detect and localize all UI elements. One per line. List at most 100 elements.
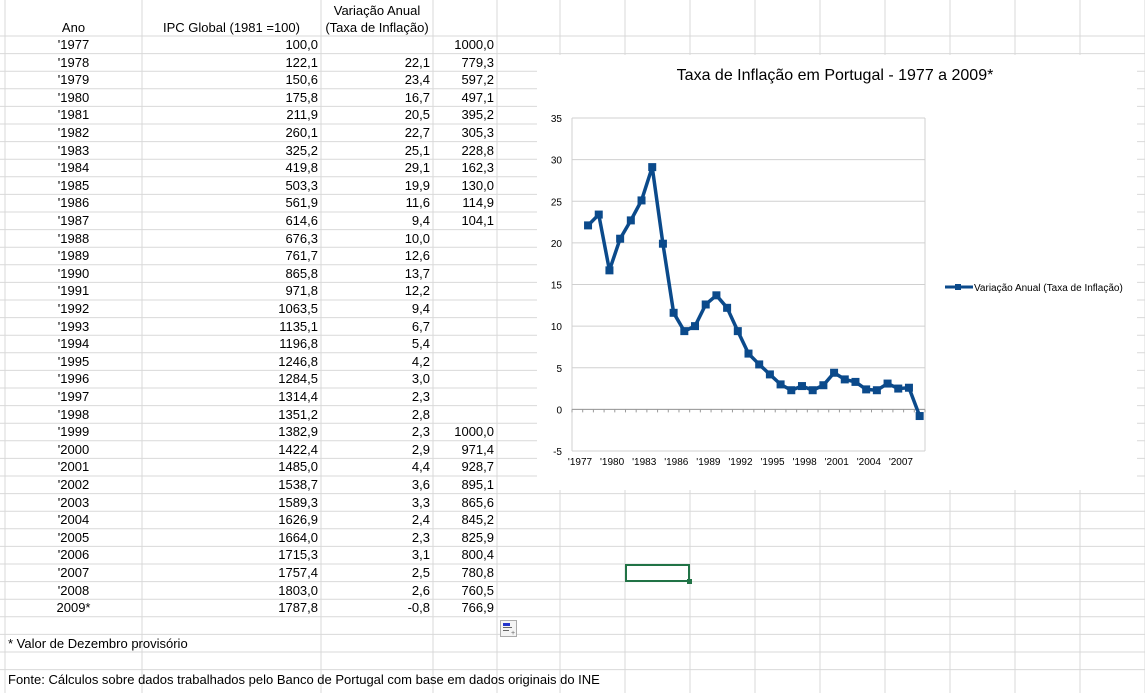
cell-ipc[interactable]: 1803,0 [278,582,318,598]
cell-ano[interactable]: '2006 [57,547,90,563]
cell-ano[interactable]: '1992 [57,301,90,316]
cell-index[interactable]: 395,2 [461,107,494,123]
cell-variacao[interactable]: 12,6 [404,248,430,264]
cell-ipc[interactable]: 1589,3 [278,494,318,510]
cell-variacao[interactable]: 2,8 [411,406,430,422]
data-point[interactable] [830,368,839,377]
inflation-chart[interactable]: Taxa de Inflação em Portugal - 1977 a 20… [537,55,1137,490]
cell-index[interactable]: 104,1 [461,213,494,228]
cell-index[interactable]: 114,9 [462,195,494,211]
cell-ano[interactable]: '1990 [57,265,90,281]
cell-ano[interactable]: '1988 [57,230,90,246]
cell-ano[interactable]: '2000 [57,441,90,457]
cell-variacao[interactable]: 10,0 [404,230,430,246]
cell-index[interactable] [433,282,497,300]
cell-ipc[interactable]: 175,8 [285,89,318,105]
cell-index[interactable]: 760,5 [461,582,494,598]
cell-ano[interactable]: '2002 [57,477,90,492]
cell-ipc[interactable]: 561,9 [285,195,318,211]
cell-variacao[interactable]: 2,3 [411,389,430,404]
cell-index[interactable]: 305,3 [461,125,494,140]
data-point[interactable] [787,386,796,395]
data-point[interactable] [765,370,774,379]
cell-ano[interactable]: '1981 [57,107,90,123]
cell-ipc[interactable]: 1063,5 [278,301,318,316]
cell-index[interactable]: 1000,0 [454,424,494,440]
cell-ano[interactable]: '1978 [57,54,90,70]
cell-ipc[interactable]: 1382,9 [278,424,318,440]
cell-index[interactable]: 865,6 [461,494,494,510]
data-point[interactable] [616,234,625,243]
cell-variacao[interactable]: -0,8 [407,600,430,616]
data-point[interactable] [669,308,678,317]
selected-cell[interactable] [625,564,692,584]
cell-ipc[interactable]: 865,8 [285,265,318,281]
cell-index[interactable] [433,300,497,318]
cell-index[interactable]: 779,3 [461,54,494,70]
cell-index[interactable] [433,388,497,406]
cell-variacao[interactable]: 13,7 [404,265,430,281]
cell-variacao[interactable]: 19,9 [404,177,430,193]
cell-index[interactable]: 845,2 [461,512,494,528]
data-point[interactable] [840,375,849,384]
data-point[interactable] [648,163,657,172]
cell-index[interactable]: 162,3 [461,160,494,176]
data-point[interactable] [658,239,667,248]
cell-ano[interactable]: '1984 [57,160,90,176]
cell-ano[interactable]: '2004 [57,512,90,528]
cell-variacao[interactable]: 2,3 [411,529,430,545]
cell-ano[interactable]: '1979 [57,72,90,88]
data-point[interactable] [904,383,913,392]
cell-variacao[interactable]: 6,7 [411,318,430,334]
cell-variacao[interactable]: 2,9 [411,441,430,457]
data-point[interactable] [723,303,732,312]
cell-ipc[interactable]: 260,1 [285,125,318,140]
cell-index[interactable]: 780,8 [461,565,494,580]
data-point[interactable] [819,381,828,390]
data-point[interactable] [701,300,710,309]
data-point[interactable] [797,382,806,391]
cell-index[interactable]: 800,4 [461,547,494,563]
data-point[interactable] [872,386,881,395]
cell-variacao[interactable]: 5,4 [411,336,430,352]
cell-ano[interactable]: '1995 [57,353,90,369]
data-point[interactable] [755,360,764,369]
cell-variacao[interactable]: 25,1 [404,142,430,158]
data-point[interactable] [808,386,817,395]
cell-index[interactable] [433,230,497,248]
cell-ipc[interactable]: 503,3 [285,177,318,193]
cell-index[interactable] [433,265,497,283]
cell-ipc[interactable]: 1422,4 [278,441,318,457]
data-point[interactable] [744,349,753,358]
cell-ano[interactable]: '1983 [57,142,90,158]
cell-ipc[interactable]: 211,9 [286,107,318,123]
cell-ano[interactable]: '1980 [57,89,90,105]
data-point[interactable] [883,379,892,388]
cell-variacao[interactable]: 9,4 [411,213,430,228]
cell-variacao[interactable]: 29,1 [404,160,430,176]
cell-index[interactable] [433,247,497,265]
cell-index[interactable] [433,406,497,424]
cell-ano[interactable]: '2003 [57,494,90,510]
data-point[interactable] [776,380,785,389]
cell-variacao[interactable]: 20,5 [404,107,430,123]
data-point[interactable] [915,412,924,421]
cell-ipc[interactable]: 100,0 [285,37,318,52]
cell-index[interactable]: 497,1 [461,89,494,105]
cell-variacao[interactable]: 2,3 [411,424,430,440]
cell-ipc[interactable]: 1246,8 [278,353,318,369]
cell-index[interactable]: 825,9 [461,529,494,545]
cell-index[interactable] [433,370,497,388]
cell-variacao[interactable]: 16,7 [404,89,430,105]
data-point[interactable] [626,216,635,225]
cell-ano[interactable]: '2007 [57,565,90,580]
cell-ipc[interactable]: 1538,7 [278,477,318,492]
cell-ano[interactable]: 2009* [56,600,91,616]
cell-ano[interactable]: '1989 [57,248,90,264]
cell-ano[interactable]: '2008 [57,582,90,598]
cell-ano[interactable]: '2005 [57,529,90,545]
cell-index[interactable]: 228,8 [461,142,494,158]
cell-ano[interactable]: '1997 [57,389,90,404]
data-point[interactable] [691,322,700,331]
cell-ipc[interactable]: 1314,4 [278,389,318,404]
